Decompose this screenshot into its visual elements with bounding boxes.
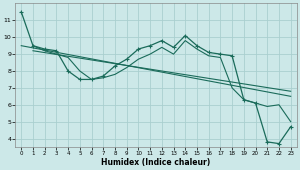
X-axis label: Humidex (Indice chaleur): Humidex (Indice chaleur) bbox=[101, 158, 211, 167]
